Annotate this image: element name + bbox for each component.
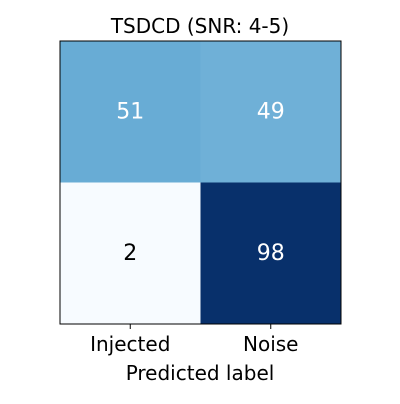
x-tick-label: Noise	[243, 332, 298, 356]
x-axis-label: Predicted label	[126, 361, 275, 385]
heatmap-cell-r0-c0	[60, 41, 201, 183]
plot-frame	[59, 40, 342, 325]
cell-value-r0-c1: 49	[257, 99, 285, 124]
cell-value-r1-c1: 98	[257, 241, 285, 266]
heatmap-cells	[60, 41, 342, 325]
heatmap-cell-r1-c0	[60, 182, 201, 325]
cell-value-labels: 51 49 2 98	[116, 99, 285, 266]
heatmap-cell-r0-c1	[200, 41, 342, 183]
x-tick-label: Injected	[90, 332, 170, 356]
cell-value-r0-c0: 51	[116, 99, 144, 124]
cell-value-r1-c0: 2	[123, 241, 137, 266]
heatmap-cell-r1-c1	[200, 182, 342, 325]
chart-title: TSDCD (SNR: 4-5)	[110, 14, 289, 38]
x-axis-ticks: Injected Noise	[90, 324, 298, 356]
